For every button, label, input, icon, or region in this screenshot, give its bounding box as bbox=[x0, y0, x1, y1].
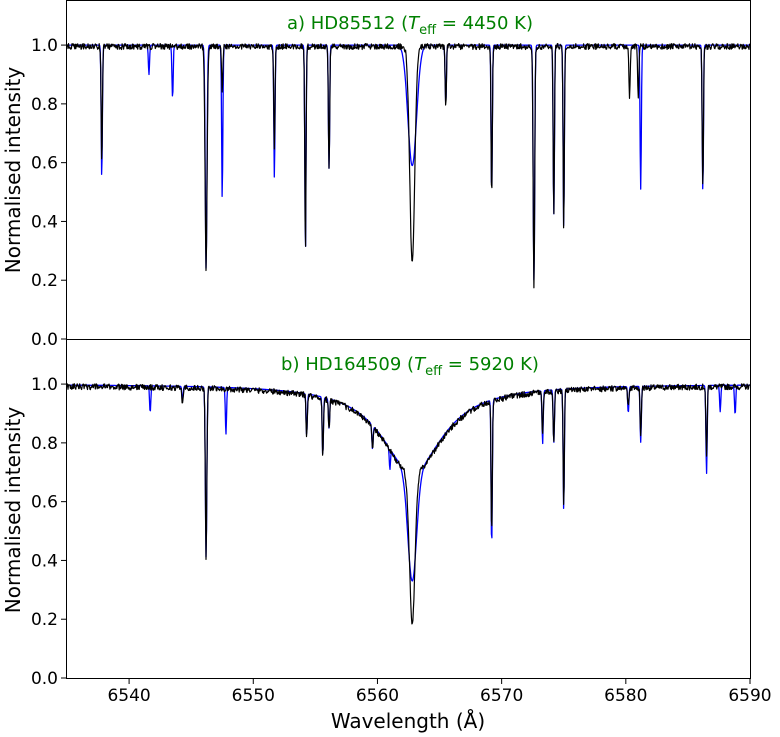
panel-a-frame bbox=[66, 0, 751, 340]
ytick-label: 0.2 bbox=[31, 271, 58, 291]
panel-b: Normalised intensity 0.00.20.40.60.81.0 … bbox=[1, 339, 772, 733]
ytick-label: 1.0 bbox=[31, 375, 58, 395]
ytick-label: 0.6 bbox=[31, 493, 58, 513]
ytick-label: 0.0 bbox=[31, 669, 58, 689]
panel-a-title-symbol: T bbox=[408, 13, 421, 34]
panel-b-title-suffix: = 5920 K) bbox=[442, 354, 539, 375]
panel-b-frame bbox=[66, 339, 751, 679]
panel-a-title-subscript: eff bbox=[419, 23, 437, 38]
panel-b-xlabel: Wavelength (Å) bbox=[331, 709, 485, 733]
panel-b-series bbox=[66, 383, 751, 625]
ytick-label: 0.4 bbox=[31, 551, 58, 571]
ytick-label: 0.0 bbox=[31, 330, 58, 350]
xtick-label: 6550 bbox=[232, 686, 275, 706]
ytick-label: 0.8 bbox=[31, 95, 58, 115]
panel-a-title-suffix: = 4450 K) bbox=[436, 13, 533, 34]
panel-b-xticks: 6540 6550 6560 6570 6580 6590 bbox=[107, 678, 772, 706]
panel-a-title-prefix: a) HD85512 ( bbox=[287, 13, 408, 34]
xtick-label: 6540 bbox=[107, 686, 150, 706]
ytick-label: 0.2 bbox=[31, 610, 58, 630]
panel-b-title: b) HD164509 (Teff = 5920 K) bbox=[281, 354, 539, 379]
observed-spectrum-line bbox=[66, 383, 751, 625]
panel-a: Normalised intensity 0.00.20.40.60.81.0 … bbox=[1, 0, 751, 350]
panel-b-title-symbol: T bbox=[414, 354, 427, 375]
panel-a-yticks: 0.0 0.2 0.4 0.6 0.8 1.0 bbox=[31, 36, 67, 350]
panel-a-title: a) HD85512 (Teff = 4450 K) bbox=[287, 13, 533, 38]
ytick-label: 0.8 bbox=[31, 434, 58, 454]
panel-a-series bbox=[66, 43, 751, 289]
observed-spectrum-line bbox=[66, 43, 751, 289]
xtick-label: 6560 bbox=[356, 686, 399, 706]
ytick-label: 0.4 bbox=[31, 212, 58, 232]
xtick-label: 6590 bbox=[728, 686, 771, 706]
ytick-label: 0.6 bbox=[31, 154, 58, 174]
ytick-label: 1.0 bbox=[31, 36, 58, 56]
model-spectrum-line bbox=[66, 44, 751, 281]
xtick-label: 6570 bbox=[480, 686, 523, 706]
panel-b-yticks: 0.0 0.2 0.4 0.6 0.8 1.0 bbox=[31, 375, 67, 689]
panel-b-title-subscript: eff bbox=[425, 364, 443, 379]
panel-a-ylabel: Normalised intensity bbox=[1, 67, 25, 274]
panel-b-title-prefix: b) HD164509 ( bbox=[281, 354, 414, 375]
panel-b-ylabel: Normalised intensity bbox=[1, 407, 25, 614]
xtick-label: 6580 bbox=[604, 686, 647, 706]
